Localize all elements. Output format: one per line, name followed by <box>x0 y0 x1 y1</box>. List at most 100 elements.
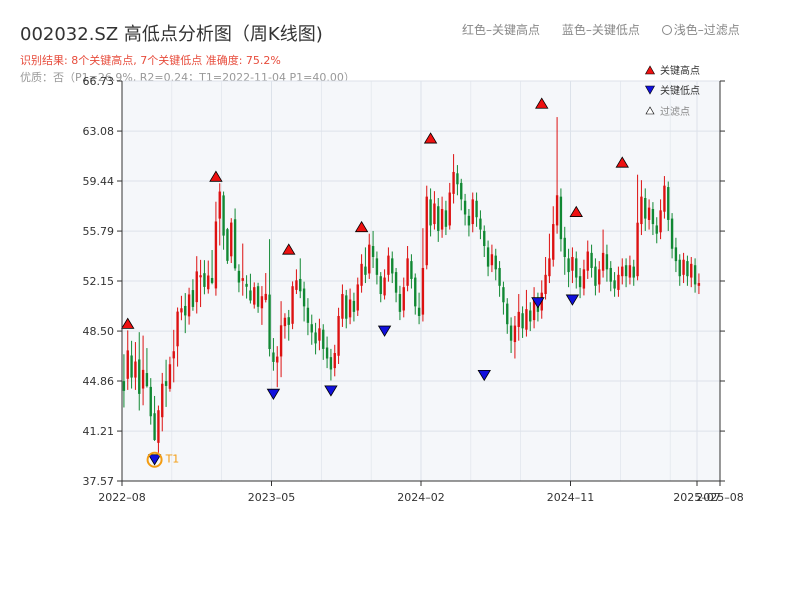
candle-body <box>161 383 164 418</box>
candle-body <box>130 355 133 378</box>
candle-body <box>149 386 152 417</box>
candle-body <box>659 210 662 233</box>
candle-body <box>674 247 678 262</box>
x-tick-label: 2025–07 <box>673 491 721 504</box>
candle-body <box>563 237 566 257</box>
candle-body <box>513 325 517 343</box>
candle-body <box>295 280 298 290</box>
candle-body <box>364 266 367 275</box>
candle-body <box>506 303 509 325</box>
legend-red-label: 红色–关键高点 <box>462 23 541 37</box>
candle-body <box>126 350 129 379</box>
candle-body <box>256 286 260 307</box>
candle-body <box>509 325 513 341</box>
candle-body <box>479 218 482 230</box>
candle-body <box>590 252 593 268</box>
candle-body <box>555 195 559 226</box>
candle-body <box>268 294 271 350</box>
candle-body <box>490 254 494 266</box>
candle-body <box>448 192 451 226</box>
y-tick-label: 52.15 <box>83 275 115 288</box>
candle-body <box>379 276 382 295</box>
candle-body <box>391 258 394 274</box>
candle-body <box>498 267 501 286</box>
key-low-marker <box>266 388 281 400</box>
candle-body <box>613 280 616 289</box>
candle-body <box>693 265 697 285</box>
candle-body <box>195 271 198 303</box>
candle-body <box>172 351 175 359</box>
candle-body <box>521 313 524 329</box>
candle-body <box>682 259 685 275</box>
key-low-marker <box>324 385 338 397</box>
t1-label: T1 <box>165 453 180 466</box>
candle-body <box>571 256 574 271</box>
key-low-marker <box>377 325 392 337</box>
candle-body <box>494 255 497 270</box>
candle-body <box>199 275 202 278</box>
candle-body <box>410 261 413 279</box>
key-low-marker <box>565 294 580 306</box>
candle-body <box>467 215 471 226</box>
candle-body <box>636 222 639 277</box>
candle-body <box>325 347 329 359</box>
candle-body <box>299 278 302 292</box>
candle-body <box>333 353 336 369</box>
candle-body <box>153 413 156 440</box>
candle-body <box>141 369 145 389</box>
candle-body <box>356 284 359 311</box>
candle-body <box>647 207 651 220</box>
candle-body <box>191 290 195 307</box>
candle-body <box>398 294 402 312</box>
candle-body <box>598 269 601 285</box>
candle-body <box>168 364 172 389</box>
x-tick-label: 2024–11 <box>547 491 595 504</box>
x-tick-label: 2025–08 <box>696 491 744 504</box>
candle-body <box>122 381 126 391</box>
candle-body <box>544 274 547 295</box>
candle-body <box>218 191 221 219</box>
candle-body <box>552 224 555 260</box>
candle-body <box>314 332 317 344</box>
candle-body <box>203 273 206 287</box>
candle-body <box>184 305 187 316</box>
key-high-marker <box>354 220 369 233</box>
candle-body <box>483 230 486 247</box>
candle-body <box>226 229 229 261</box>
candle-body <box>440 208 444 230</box>
candle-body <box>253 287 256 305</box>
candle-body <box>517 311 520 327</box>
candle-body <box>222 195 225 236</box>
candle-body <box>375 258 379 275</box>
candle-body <box>471 199 474 225</box>
candle-body <box>345 295 348 319</box>
y-tick-label: 63.08 <box>83 125 115 138</box>
candle-body <box>283 317 287 327</box>
candle-body <box>444 210 448 227</box>
legend-high-label: 关键高点 <box>660 64 700 77</box>
key-high-marker <box>282 243 296 255</box>
candle-body <box>578 276 582 288</box>
candle-body <box>245 283 248 287</box>
candle-body <box>425 196 428 266</box>
candle-body <box>594 266 597 286</box>
y-tick-label: 41.21 <box>83 425 115 438</box>
key-high-marker <box>121 317 135 329</box>
candle-body <box>287 317 290 325</box>
key-low-marker <box>477 369 491 382</box>
candle-body <box>609 267 612 282</box>
candle-body <box>529 310 532 322</box>
candle-body <box>180 308 183 313</box>
candle-body <box>632 266 635 278</box>
candle-body <box>605 254 609 270</box>
candle-body <box>387 255 390 275</box>
candle-body <box>329 357 333 370</box>
candle-body <box>291 286 294 324</box>
candle-body <box>371 246 375 257</box>
candle-body <box>621 266 624 277</box>
y-tick-label: 55.79 <box>83 225 115 238</box>
x-tick-label: 2022–08 <box>98 491 146 504</box>
legend-blue-label: 蓝色–关键低点 <box>561 23 640 37</box>
circle-icon <box>661 25 672 35</box>
